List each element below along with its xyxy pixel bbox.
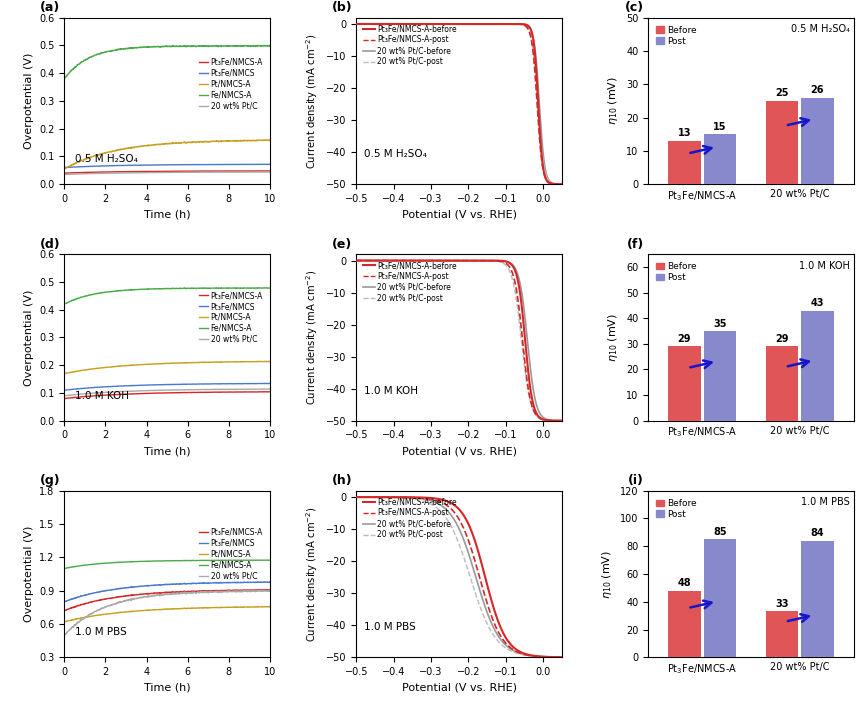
X-axis label: Potential (V vs. RHE): Potential (V vs. RHE) — [402, 209, 517, 219]
Text: 29: 29 — [775, 334, 789, 344]
Y-axis label: $\eta_{10}$ (mV): $\eta_{10}$ (mV) — [601, 550, 614, 598]
Text: 43: 43 — [811, 298, 825, 308]
Bar — [765, 101, 798, 184]
Y-axis label: Overpotential (V): Overpotential (V) — [24, 53, 33, 149]
Text: 25: 25 — [775, 89, 789, 98]
Bar — [801, 541, 834, 657]
Text: 1.0 M KOH: 1.0 M KOH — [365, 386, 419, 396]
Text: 1.0 M PBS: 1.0 M PBS — [365, 622, 416, 632]
Text: (g): (g) — [39, 475, 60, 487]
Legend: Pt₃Fe/NMCS-A, Pt₃Fe/NMCS, Pt/NMCS-A, Fe/NMCS-A, 20 wt% Pt/C: Pt₃Fe/NMCS-A, Pt₃Fe/NMCS, Pt/NMCS-A, Fe/… — [196, 524, 266, 583]
Text: (c): (c) — [625, 1, 644, 14]
Bar — [704, 539, 736, 657]
Text: 48: 48 — [678, 578, 692, 588]
X-axis label: Potential (V vs. RHE): Potential (V vs. RHE) — [402, 683, 517, 692]
Text: 0.5 M H₂SO₄: 0.5 M H₂SO₄ — [790, 24, 849, 34]
Y-axis label: Overpotential (V): Overpotential (V) — [24, 289, 33, 386]
X-axis label: Time (h): Time (h) — [144, 683, 190, 692]
Text: 13: 13 — [678, 129, 692, 138]
Text: 1.0 M KOH: 1.0 M KOH — [799, 261, 849, 271]
Legend: Pt₃Fe/NMCS-A, Pt₃Fe/NMCS, Pt/NMCS-A, Fe/NMCS-A, 20 wt% Pt/C: Pt₃Fe/NMCS-A, Pt₃Fe/NMCS, Pt/NMCS-A, Fe/… — [196, 288, 266, 347]
Text: 1.0 M PBS: 1.0 M PBS — [75, 627, 126, 638]
Legend: Before, Post: Before, Post — [653, 22, 700, 49]
Bar — [801, 98, 834, 184]
Bar — [765, 612, 798, 657]
Y-axis label: Current density (mA cm$^{-2}$): Current density (mA cm$^{-2}$) — [305, 269, 321, 406]
Text: (h): (h) — [331, 475, 352, 487]
Bar — [765, 347, 798, 420]
Y-axis label: Current density (mA cm$^{-2}$): Current density (mA cm$^{-2}$) — [305, 506, 321, 642]
Legend: Pt₃Fe/NMCS-A-before, Pt₃Fe/NMCS-A-post, 20 wt% Pt/C-before, 20 wt% Pt/C-post: Pt₃Fe/NMCS-A-before, Pt₃Fe/NMCS-A-post, … — [360, 494, 460, 543]
Text: (f): (f) — [627, 238, 644, 251]
Text: 84: 84 — [811, 528, 825, 538]
Text: (a): (a) — [40, 1, 60, 14]
X-axis label: Time (h): Time (h) — [144, 209, 190, 219]
Text: 15: 15 — [713, 122, 727, 131]
Bar — [668, 141, 701, 184]
Y-axis label: Current density (mA cm$^{-2}$): Current density (mA cm$^{-2}$) — [305, 33, 321, 169]
Bar — [704, 331, 736, 420]
Bar — [704, 134, 736, 184]
Text: 1.0 M PBS: 1.0 M PBS — [801, 498, 849, 508]
X-axis label: Time (h): Time (h) — [144, 446, 190, 456]
Text: 29: 29 — [678, 334, 692, 344]
Legend: Pt₃Fe/NMCS-A-before, Pt₃Fe/NMCS-A-post, 20 wt% Pt/C-before, 20 wt% Pt/C-post: Pt₃Fe/NMCS-A-before, Pt₃Fe/NMCS-A-post, … — [360, 258, 460, 306]
Y-axis label: Overpotential (V): Overpotential (V) — [24, 526, 33, 622]
Text: 33: 33 — [775, 599, 789, 609]
X-axis label: Potential (V vs. RHE): Potential (V vs. RHE) — [402, 446, 517, 456]
Text: (b): (b) — [331, 1, 352, 14]
Text: 26: 26 — [811, 85, 825, 95]
Bar — [668, 591, 701, 657]
Text: 85: 85 — [713, 527, 727, 537]
Y-axis label: $\eta_{10}$ (mV): $\eta_{10}$ (mV) — [607, 313, 620, 362]
Text: 0.5 M H₂SO₄: 0.5 M H₂SO₄ — [365, 149, 427, 159]
Text: 0.5 M H₂SO₄: 0.5 M H₂SO₄ — [75, 154, 137, 165]
Text: (i): (i) — [628, 475, 644, 487]
Legend: Pt₃Fe/NMCS-A-before, Pt₃Fe/NMCS-A-post, 20 wt% Pt/C-before, 20 wt% Pt/C-post: Pt₃Fe/NMCS-A-before, Pt₃Fe/NMCS-A-post, … — [360, 21, 460, 69]
Legend: Before, Post: Before, Post — [653, 495, 700, 522]
Text: (d): (d) — [39, 238, 60, 251]
Text: 1.0 M KOH: 1.0 M KOH — [75, 391, 129, 401]
Legend: Pt₃Fe/NMCS-A, Pt₃Fe/NMCS, Pt/NMCS-A, Fe/NMCS-A, 20 wt% Pt/C: Pt₃Fe/NMCS-A, Pt₃Fe/NMCS, Pt/NMCS-A, Fe/… — [196, 55, 266, 114]
Text: 35: 35 — [713, 318, 727, 328]
Legend: Before, Post: Before, Post — [653, 259, 700, 285]
Text: (e): (e) — [332, 238, 352, 251]
Y-axis label: $\eta_{10}$ (mV): $\eta_{10}$ (mV) — [607, 77, 620, 125]
Bar — [668, 347, 701, 420]
Bar — [801, 311, 834, 420]
